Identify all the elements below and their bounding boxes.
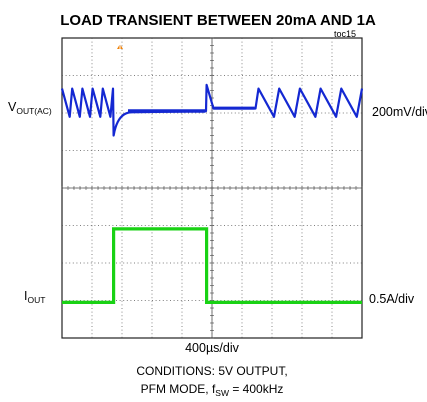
figure-id: toc15: [334, 29, 356, 39]
conditions-line-2: PFM MODE, fSW = 400kHz: [141, 382, 284, 398]
iout-trace: [62, 227, 362, 304]
iout-channel-label: IOUT: [24, 289, 45, 305]
vout-ripple-band: [213, 106, 255, 110]
vout-channel-label: VOUT(AC): [8, 100, 52, 116]
time-scale-label: 400µs/div: [185, 341, 240, 355]
conditions-line-1: CONDITIONS: 5V OUTPUT,: [136, 364, 287, 378]
vout-ripple-band: [128, 109, 206, 113]
chart-title: LOAD TRANSIENT BETWEEN 20mA AND 1A: [60, 12, 376, 29]
scope-traces: [60, 83, 364, 304]
iout-scale-label: 0.5A/div: [369, 292, 415, 306]
trigger-marker-label: T: [118, 44, 123, 51]
vout-trace: [60, 83, 364, 137]
trigger-marker-icon: [117, 44, 123, 49]
scope-grid: [61, 37, 363, 339]
vout-scale-label: 200mV/div: [372, 105, 427, 119]
